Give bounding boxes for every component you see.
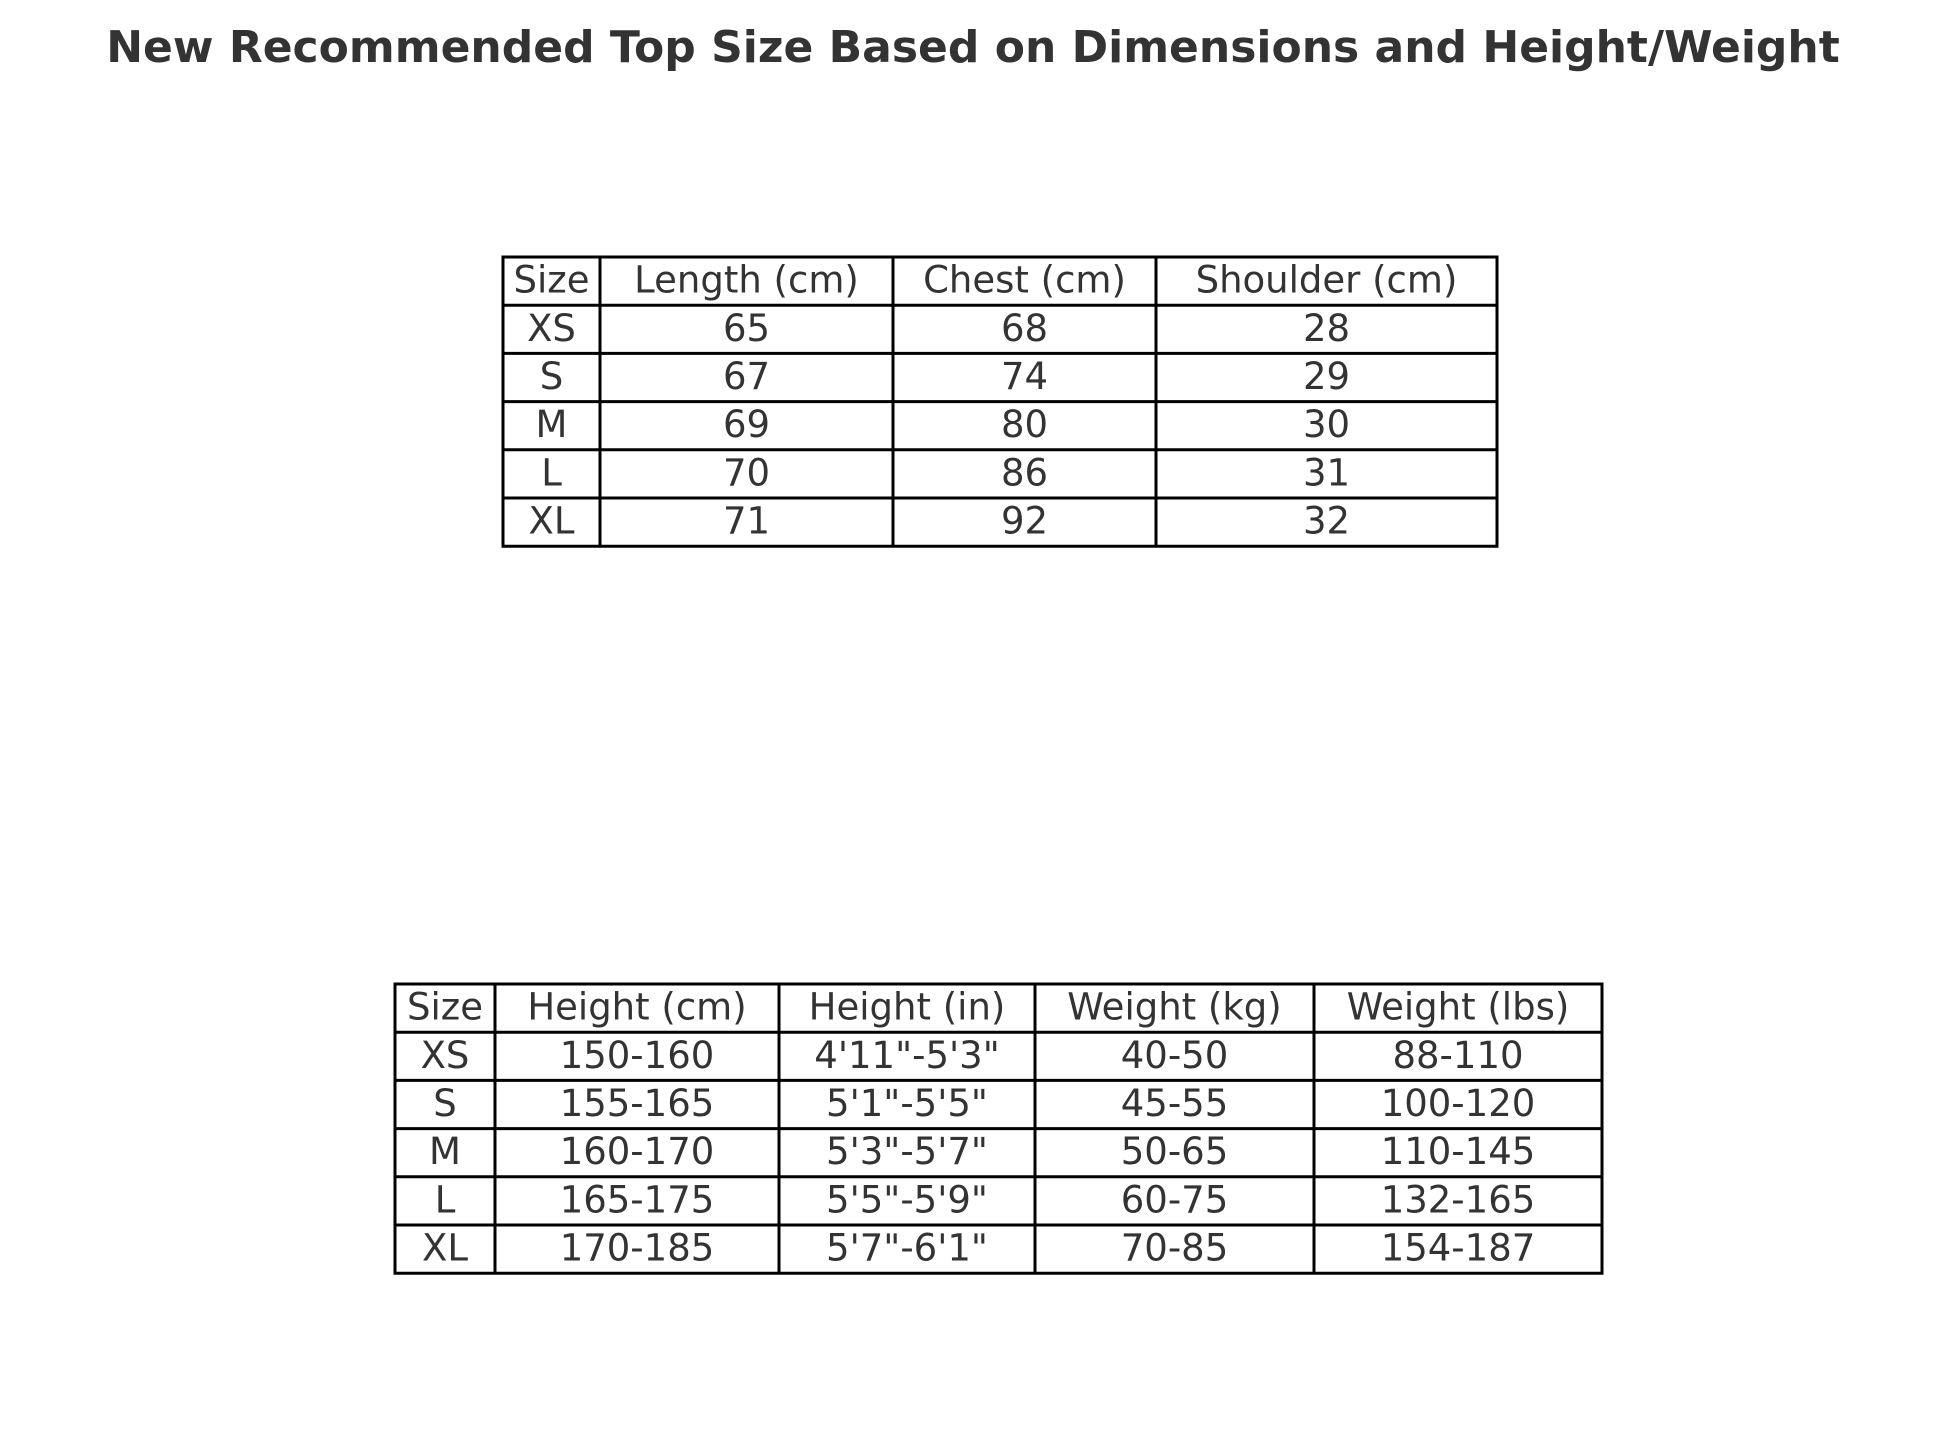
header-cell: Shoulder (cm) [1196, 259, 1458, 302]
table-cell: 5'1"-5'5" [826, 1082, 988, 1125]
table-cell: XS [421, 1034, 470, 1077]
header-cell: Weight (lbs) [1347, 986, 1570, 1029]
table-cell: M [536, 403, 568, 446]
header-cell: Size [407, 986, 483, 1029]
table-cell: 29 [1303, 355, 1350, 398]
table-cell: 30 [1303, 403, 1350, 446]
table-cell: 74 [1001, 355, 1048, 398]
header-cell: Height (cm) [527, 986, 746, 1029]
table-cell: 155-165 [560, 1082, 715, 1125]
table-cell: 160-170 [560, 1130, 715, 1173]
table-cell: 65 [723, 307, 770, 350]
header-cell: Height (in) [809, 986, 1006, 1029]
table-cell: 28 [1303, 307, 1350, 350]
header-cell: Chest (cm) [923, 259, 1126, 302]
table-cell: 71 [723, 500, 770, 543]
table-cell: 110-145 [1381, 1130, 1536, 1173]
table-cell: XS [527, 307, 576, 350]
table-cell: 92 [1001, 500, 1048, 543]
table-cell: XL [422, 1227, 468, 1270]
table-cell: 5'3"-5'7" [826, 1130, 988, 1173]
table-cell: 80 [1001, 403, 1048, 446]
table-cell: 60-75 [1121, 1178, 1229, 1221]
table-cell: L [541, 451, 562, 494]
header-cell: Weight (kg) [1067, 986, 1281, 1029]
page-title: New Recommended Top Size Based on Dimens… [106, 22, 1840, 73]
table-cell: 86 [1001, 451, 1048, 494]
table-cell: 100-120 [1381, 1082, 1536, 1125]
table-cell: 70-85 [1121, 1227, 1229, 1270]
table-cell: S [433, 1082, 457, 1125]
table-cell: 150-160 [560, 1034, 715, 1077]
table-cell: 45-55 [1121, 1082, 1229, 1125]
header-cell: Size [514, 259, 590, 302]
table-cell: 32 [1303, 500, 1350, 543]
table-cell: 70 [723, 451, 770, 494]
table-cell: 5'5"-5'9" [826, 1178, 988, 1221]
table-cell: 31 [1303, 451, 1350, 494]
table-cell: XL [529, 500, 575, 543]
table-cell: L [435, 1178, 456, 1221]
table-cell: 5'7"-6'1" [826, 1227, 988, 1270]
table-cell: 165-175 [560, 1178, 715, 1221]
table-cell: 170-185 [560, 1227, 715, 1270]
table-cell: 40-50 [1121, 1034, 1229, 1077]
table-cell: M [429, 1130, 461, 1173]
table-cell: 50-65 [1121, 1130, 1229, 1173]
table-cell: S [540, 355, 564, 398]
table-cell: 132-165 [1381, 1178, 1536, 1221]
table-cell: 68 [1001, 307, 1048, 350]
table-cell: 4'11"-5'3" [814, 1034, 999, 1077]
header-cell: Length (cm) [634, 259, 859, 302]
table-cell: 154-187 [1381, 1227, 1536, 1270]
table-cell: 69 [723, 403, 770, 446]
table-cell: 88-110 [1392, 1034, 1523, 1077]
table-cell: 67 [723, 355, 770, 398]
